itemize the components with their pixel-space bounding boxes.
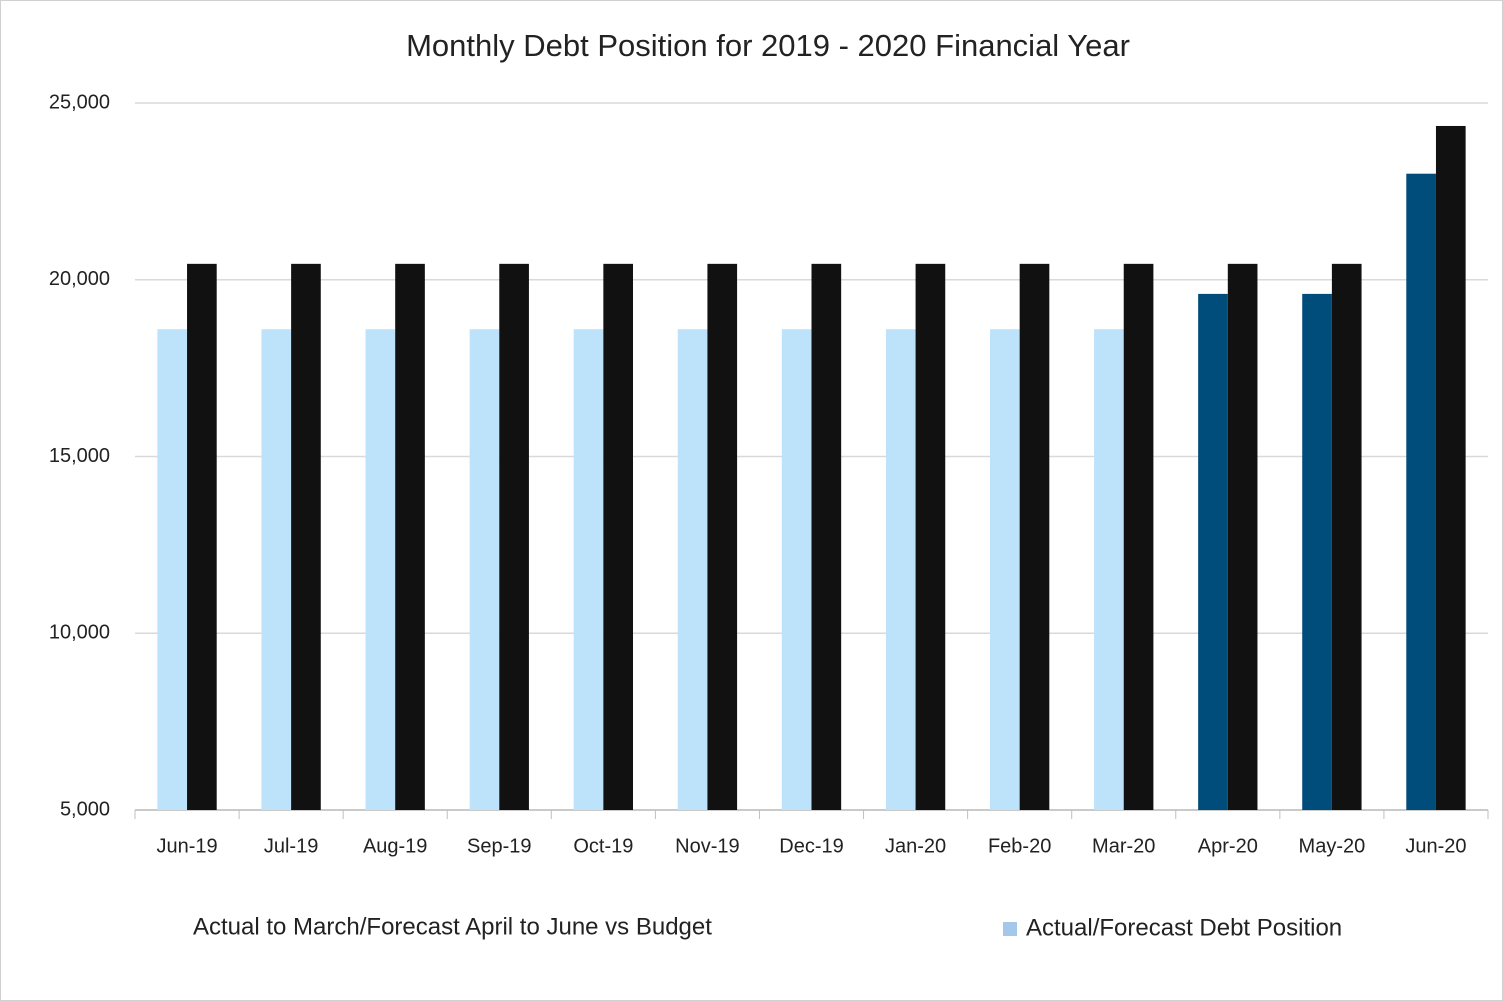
x-tick-label: Feb-20 xyxy=(988,835,1051,857)
bar xyxy=(469,329,500,810)
x-tick-label: Jul-19 xyxy=(264,835,318,857)
x-tick-label: Oct-19 xyxy=(573,835,633,857)
x-tick-label: Aug-19 xyxy=(363,835,428,857)
bar xyxy=(707,263,738,810)
bar xyxy=(187,263,217,810)
bar xyxy=(811,263,842,810)
x-tick-label: Nov-19 xyxy=(675,835,739,857)
y-tick-label: 5,000 xyxy=(60,798,110,820)
bar xyxy=(915,263,946,810)
bar xyxy=(781,329,812,810)
y-tick-label: 15,000 xyxy=(49,445,110,467)
chart-title: Monthly Debt Position for 2019 - 2020 Fi… xyxy=(406,28,1130,63)
bar xyxy=(499,263,529,810)
bar xyxy=(885,329,916,810)
x-tick-label: Mar-20 xyxy=(1092,835,1155,857)
bar xyxy=(395,263,425,810)
bar xyxy=(1435,125,1466,811)
bar xyxy=(1302,293,1332,810)
x-tick-label: Apr-20 xyxy=(1198,835,1258,857)
bar xyxy=(603,263,634,810)
bar xyxy=(261,329,292,810)
bar xyxy=(1406,173,1436,810)
bar xyxy=(365,329,396,810)
x-tick-label: Jun-20 xyxy=(1405,835,1466,857)
x-tick-label: May-20 xyxy=(1299,835,1366,857)
bar xyxy=(573,329,604,810)
bar xyxy=(1094,329,1124,810)
bar xyxy=(677,329,708,810)
x-tick-label: Jan-20 xyxy=(885,835,946,857)
y-tick-label: 10,000 xyxy=(49,622,110,644)
bar xyxy=(1227,263,1258,810)
bar xyxy=(1331,263,1362,810)
legend-label: Actual/Forecast Debt Position xyxy=(1026,914,1342,941)
bar xyxy=(989,329,1020,810)
x-tick-label: Sep-19 xyxy=(467,835,532,857)
subtitle: Actual to March/Forecast April to June v… xyxy=(193,913,712,940)
y-tick-label: 25,000 xyxy=(49,91,110,113)
legend-swatch xyxy=(1003,922,1017,936)
bar xyxy=(1019,263,1050,810)
x-tick-label: Dec-19 xyxy=(779,835,843,857)
bar xyxy=(157,329,188,810)
bar xyxy=(1198,293,1228,810)
bar xyxy=(1123,263,1154,810)
bar xyxy=(291,263,321,810)
x-tick-label: Jun-19 xyxy=(156,835,217,857)
y-tick-label: 20,000 xyxy=(49,268,110,290)
